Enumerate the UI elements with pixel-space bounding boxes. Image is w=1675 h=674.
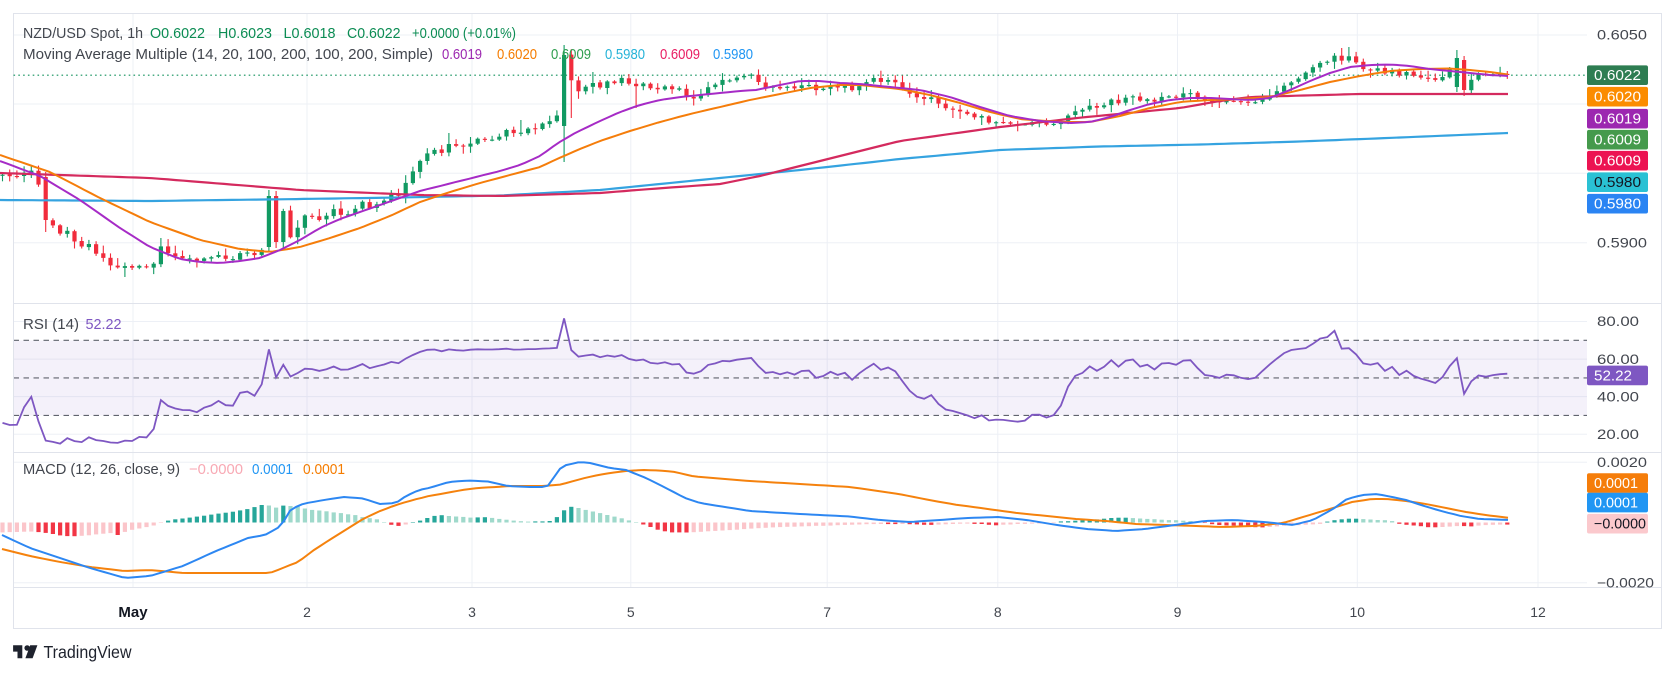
svg-text:0.0020: 0.0020	[1597, 454, 1647, 470]
svg-text:0.5980: 0.5980	[605, 46, 645, 63]
svg-text:RSI (14): RSI (14)	[23, 316, 79, 333]
svg-text:12: 12	[1530, 604, 1546, 620]
svg-text:9: 9	[1174, 604, 1182, 620]
svg-text:−0.0000: −0.0000	[189, 461, 243, 478]
svg-text:5: 5	[627, 604, 635, 620]
svg-text:0.0001: 0.0001	[1594, 476, 1638, 492]
svg-text:Moving Average Multiple (14, 2: Moving Average Multiple (14, 20, 100, 20…	[23, 46, 433, 63]
svg-text:MACD (12, 26, close, 9): MACD (12, 26, close, 9)	[23, 461, 180, 478]
svg-text:0.0001: 0.0001	[252, 461, 293, 478]
svg-text:−0.0000: −0.0000	[1594, 517, 1646, 533]
svg-text:0.0001: 0.0001	[1594, 496, 1638, 512]
svg-text:0.5980: 0.5980	[713, 46, 753, 63]
svg-text:40.00: 40.00	[1597, 388, 1639, 404]
svg-text:0.6019: 0.6019	[1594, 112, 1641, 128]
svg-text:TradingView: TradingView	[44, 642, 132, 662]
svg-text:O0.6022: O0.6022	[150, 25, 205, 42]
svg-text:0.0001: 0.0001	[303, 461, 345, 478]
svg-text:0.6022: 0.6022	[1594, 68, 1641, 84]
svg-text:52.22: 52.22	[86, 316, 122, 333]
svg-text:20.00: 20.00	[1597, 426, 1639, 442]
svg-text:52.22: 52.22	[1594, 368, 1632, 384]
svg-text:0.6009: 0.6009	[1594, 133, 1641, 149]
svg-text:0.5980: 0.5980	[1594, 197, 1641, 213]
svg-text:2: 2	[303, 604, 311, 620]
svg-text:7: 7	[823, 604, 831, 620]
svg-text:0.6009: 0.6009	[551, 46, 591, 63]
svg-text:−0.0020: −0.0020	[1597, 575, 1654, 591]
svg-text:3: 3	[468, 604, 476, 620]
svg-text:0.6020: 0.6020	[1594, 90, 1641, 106]
svg-text:10: 10	[1350, 604, 1366, 620]
svg-text:0.6050: 0.6050	[1597, 27, 1647, 43]
svg-text:L0.6018: L0.6018	[284, 25, 336, 42]
svg-text:80.00: 80.00	[1597, 313, 1639, 329]
svg-text:C0.6022: C0.6022	[347, 25, 401, 42]
svg-text:0.6009: 0.6009	[660, 46, 700, 63]
svg-text:60.00: 60.00	[1597, 351, 1639, 367]
svg-text:0.5980: 0.5980	[1594, 175, 1641, 191]
svg-text:0.6019: 0.6019	[442, 46, 482, 63]
svg-text:H0.6023: H0.6023	[218, 25, 272, 42]
svg-text:May: May	[118, 604, 148, 621]
svg-text:8: 8	[994, 604, 1002, 620]
svg-text:NZD/USD Spot, 1h: NZD/USD Spot, 1h	[23, 25, 143, 42]
svg-text:0.6009: 0.6009	[1594, 154, 1641, 170]
svg-text:0.5900: 0.5900	[1597, 235, 1647, 251]
svg-text:0.6020: 0.6020	[497, 46, 537, 63]
svg-text:+0.0000 (+0.01%): +0.0000 (+0.01%)	[412, 25, 516, 42]
